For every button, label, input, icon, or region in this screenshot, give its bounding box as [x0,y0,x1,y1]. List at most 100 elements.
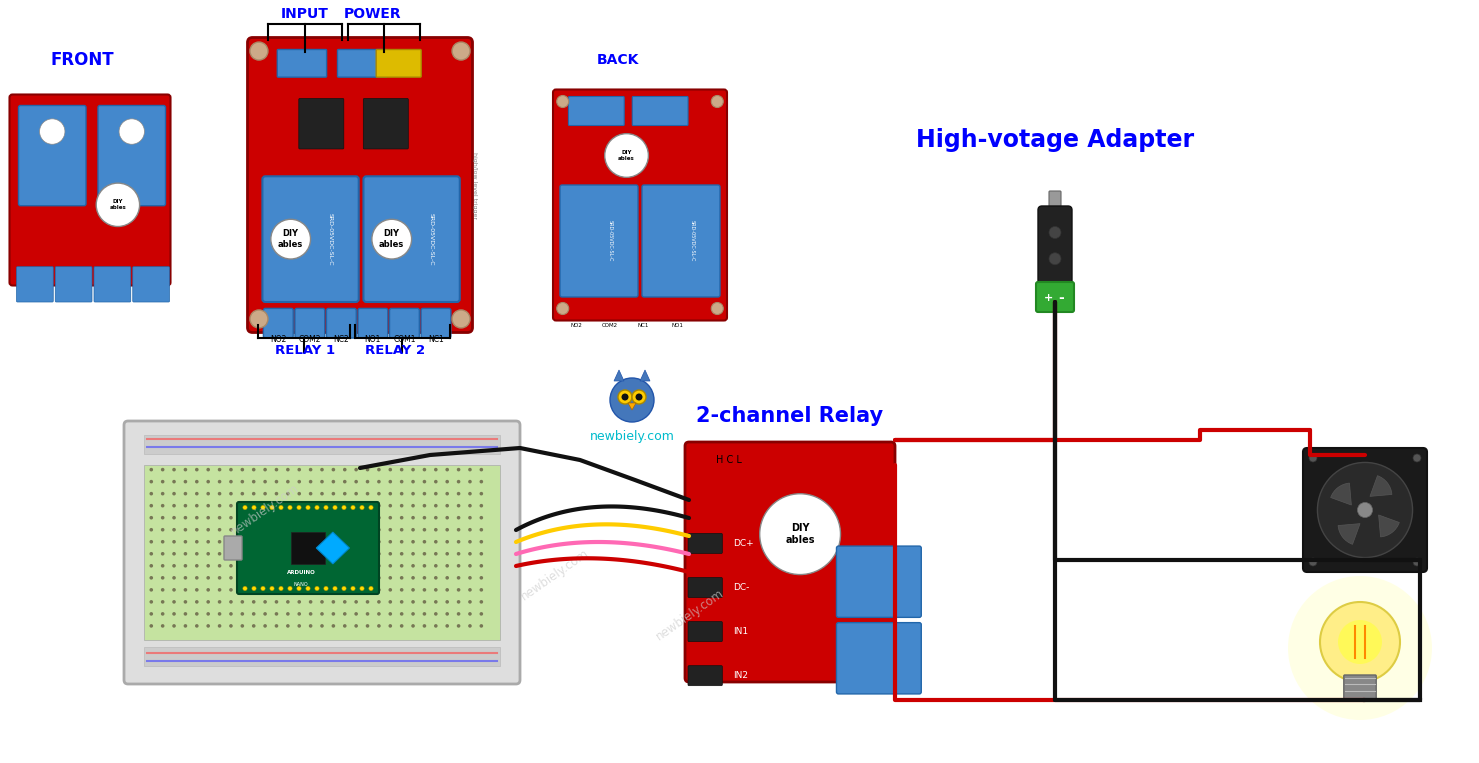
Circle shape [445,588,450,591]
Circle shape [183,528,188,532]
Circle shape [241,516,244,520]
Circle shape [275,504,278,507]
Circle shape [229,552,232,555]
Circle shape [285,480,290,484]
Circle shape [309,624,312,628]
Circle shape [389,468,392,472]
Circle shape [368,586,373,591]
Circle shape [183,480,188,484]
Circle shape [195,540,198,543]
Text: RELAY 1: RELAY 1 [275,343,336,356]
Circle shape [433,540,438,543]
Circle shape [285,600,290,604]
Circle shape [411,564,414,568]
Circle shape [389,576,392,580]
Circle shape [433,600,438,604]
Circle shape [355,600,358,604]
Circle shape [269,505,274,510]
Circle shape [457,588,460,591]
Circle shape [433,468,438,472]
Text: newbiely.com: newbiely.com [229,481,302,538]
Circle shape [365,552,370,555]
Circle shape [263,480,266,484]
Circle shape [331,540,336,543]
Circle shape [389,480,392,484]
Circle shape [263,624,266,628]
Circle shape [172,564,176,568]
FancyBboxPatch shape [633,96,688,125]
Circle shape [433,528,438,532]
Circle shape [288,586,293,591]
Circle shape [319,564,324,568]
Circle shape [411,576,414,580]
Circle shape [195,516,198,520]
Circle shape [297,600,302,604]
Circle shape [297,480,302,484]
Circle shape [161,576,164,580]
Circle shape [411,588,414,591]
Circle shape [389,540,392,543]
Circle shape [423,576,426,580]
Circle shape [377,588,380,591]
Circle shape [251,505,256,510]
Circle shape [183,552,188,555]
Circle shape [309,540,312,543]
Circle shape [343,552,346,555]
Circle shape [469,504,472,507]
Circle shape [161,492,164,495]
Circle shape [217,492,222,495]
Circle shape [331,576,336,580]
Circle shape [423,564,426,568]
Circle shape [445,480,450,484]
Circle shape [355,516,358,520]
Circle shape [632,390,646,404]
Circle shape [389,492,392,495]
Text: NC2: NC2 [333,334,349,343]
Circle shape [306,505,311,510]
Circle shape [343,564,346,568]
Circle shape [229,612,232,616]
Circle shape [355,540,358,543]
Circle shape [207,468,210,472]
Circle shape [172,576,176,580]
Circle shape [469,564,472,568]
Circle shape [389,528,392,532]
Wedge shape [1338,523,1361,544]
Circle shape [207,540,210,543]
Circle shape [172,468,176,472]
Circle shape [275,600,278,604]
FancyBboxPatch shape [376,50,422,77]
Text: NO1: NO1 [671,323,683,327]
FancyBboxPatch shape [291,532,324,564]
Circle shape [377,528,380,532]
Circle shape [377,612,380,616]
Circle shape [251,612,256,616]
Circle shape [445,516,450,520]
Circle shape [423,480,426,484]
FancyBboxPatch shape [1038,206,1072,289]
Circle shape [40,119,65,144]
Circle shape [377,552,380,555]
Circle shape [309,552,312,555]
Circle shape [217,552,222,555]
Circle shape [149,564,154,568]
Text: DIY
ables: DIY ables [379,230,404,249]
Circle shape [297,504,302,507]
Circle shape [309,612,312,616]
Circle shape [161,564,164,568]
Circle shape [263,540,266,543]
Circle shape [457,576,460,580]
Circle shape [297,505,302,510]
Circle shape [445,576,450,580]
Circle shape [275,492,278,495]
FancyBboxPatch shape [422,308,451,338]
Circle shape [217,528,222,532]
Circle shape [309,492,312,495]
FancyBboxPatch shape [337,50,387,77]
Circle shape [457,564,460,568]
Circle shape [355,576,358,580]
FancyBboxPatch shape [223,536,243,560]
Circle shape [183,588,188,591]
Circle shape [243,586,247,591]
Circle shape [333,586,337,591]
